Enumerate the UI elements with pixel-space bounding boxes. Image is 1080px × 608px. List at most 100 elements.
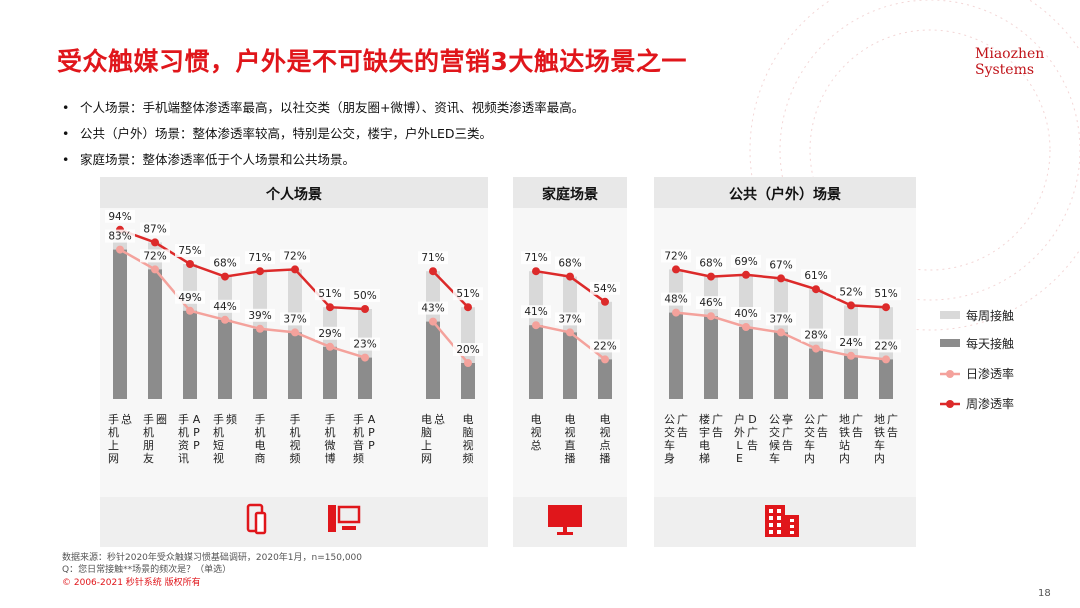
category-label: 微 — [325, 438, 336, 452]
category-label: 手 — [325, 412, 336, 426]
point-weekly — [221, 272, 229, 281]
label-bg — [590, 339, 620, 353]
phone-shape — [254, 511, 267, 535]
bar-daily — [739, 327, 753, 399]
label-bg — [105, 209, 135, 223]
point-daily — [361, 353, 369, 362]
label-weekly: 51% — [456, 288, 479, 300]
category-label: 手 — [108, 412, 119, 426]
label-weekly: 71% — [421, 252, 444, 264]
category-label: 手 — [255, 412, 266, 426]
category-label: 电 — [600, 413, 611, 426]
window — [769, 530, 773, 534]
label-daily: 23% — [353, 339, 376, 351]
label-bg — [140, 249, 170, 263]
category-label: 机 — [143, 425, 154, 439]
label-weekly: 51% — [318, 288, 341, 300]
window — [769, 516, 773, 520]
category-label: 楼 — [699, 412, 710, 426]
category-label: 广 — [677, 413, 688, 426]
label-weekly: 68% — [699, 258, 722, 270]
category-label: 播 — [565, 451, 576, 465]
label-daily: 83% — [108, 231, 131, 243]
category-label: 告 — [782, 439, 793, 452]
category-label: 广 — [712, 413, 723, 426]
building-icon — [765, 505, 799, 537]
legend-label-3: 周渗透率 — [966, 396, 1014, 411]
point-daily — [532, 321, 540, 330]
desktop-computer-icon — [328, 505, 361, 532]
logo-line1: Miaozhen — [975, 46, 1045, 62]
point-daily — [882, 355, 890, 364]
label-weekly: 68% — [558, 258, 581, 270]
label-weekly: 87% — [143, 223, 166, 235]
point-daily — [566, 328, 574, 337]
decor-arc-0 — [809, 29, 1051, 271]
label-weekly: 72% — [664, 250, 687, 262]
point-weekly — [532, 267, 540, 276]
window — [777, 523, 781, 527]
category-label: 户 — [734, 412, 745, 426]
label-daily: 48% — [664, 294, 687, 306]
tower-shape — [328, 505, 336, 532]
panel-icon-strip-0 — [100, 497, 488, 547]
point-daily — [601, 355, 609, 364]
label-bg — [590, 281, 620, 295]
decor-arc-1 — [779, 0, 1080, 301]
category-label: 告 — [712, 426, 723, 439]
category-label: 电 — [463, 413, 474, 426]
bar-daily — [253, 328, 267, 399]
label-weekly: 67% — [769, 259, 792, 271]
category-label: 内 — [804, 451, 815, 465]
page-number: 18 — [1038, 588, 1051, 599]
category-label: 视 — [565, 425, 576, 439]
point-weekly — [291, 265, 299, 274]
category-label: 机 — [325, 425, 336, 439]
point-daily — [256, 324, 264, 333]
footer-source: 数据来源：秒针2020年受众触媒习惯基础调研，2020年1月，n=150,000 — [62, 553, 362, 563]
bar-daily — [148, 269, 162, 399]
tv-icon — [548, 505, 582, 535]
category-label: 电 — [255, 439, 266, 452]
point-daily — [326, 342, 334, 351]
label-bg — [175, 244, 205, 257]
point-daily — [186, 306, 194, 315]
category-label: 电 — [531, 413, 542, 426]
label-bg — [280, 249, 310, 263]
category-label: 广 — [852, 413, 863, 426]
category-label: 商 — [255, 451, 266, 465]
label-bg — [766, 258, 796, 272]
category-label: 讯 — [178, 452, 189, 465]
point-weekly — [464, 303, 472, 312]
category-label: 公 — [804, 413, 815, 426]
bar-daily — [218, 319, 232, 399]
point-daily — [221, 315, 229, 324]
label-weekly: 68% — [213, 258, 236, 270]
category-label: 广 — [782, 426, 793, 439]
category-label: 机 — [178, 425, 189, 439]
category-label: 朋 — [143, 439, 154, 452]
category-label: 网 — [108, 452, 119, 465]
label-bg — [210, 299, 240, 313]
point-weekly — [151, 238, 159, 247]
category-label: 手 — [178, 412, 189, 426]
category-label: 视 — [531, 425, 542, 439]
label-bg — [731, 254, 761, 268]
category-label: P — [368, 426, 375, 439]
bar-daily — [183, 310, 197, 399]
bar-daily — [879, 359, 893, 399]
footer-question: Q：您日常接触**场景的频次是？（单选） — [62, 565, 232, 575]
bar-daily — [844, 355, 858, 399]
label-bg — [731, 307, 761, 320]
category-label: 内 — [874, 451, 885, 465]
label-daily: 41% — [524, 306, 547, 318]
category-label: 电 — [421, 413, 432, 426]
label-bg — [418, 301, 448, 315]
category-label: A — [368, 413, 376, 426]
bar-daily — [529, 325, 543, 399]
label-bg — [836, 285, 866, 299]
label-weekly: 50% — [353, 290, 376, 302]
line-weekly — [432, 270, 469, 309]
category-label: D — [748, 413, 756, 426]
